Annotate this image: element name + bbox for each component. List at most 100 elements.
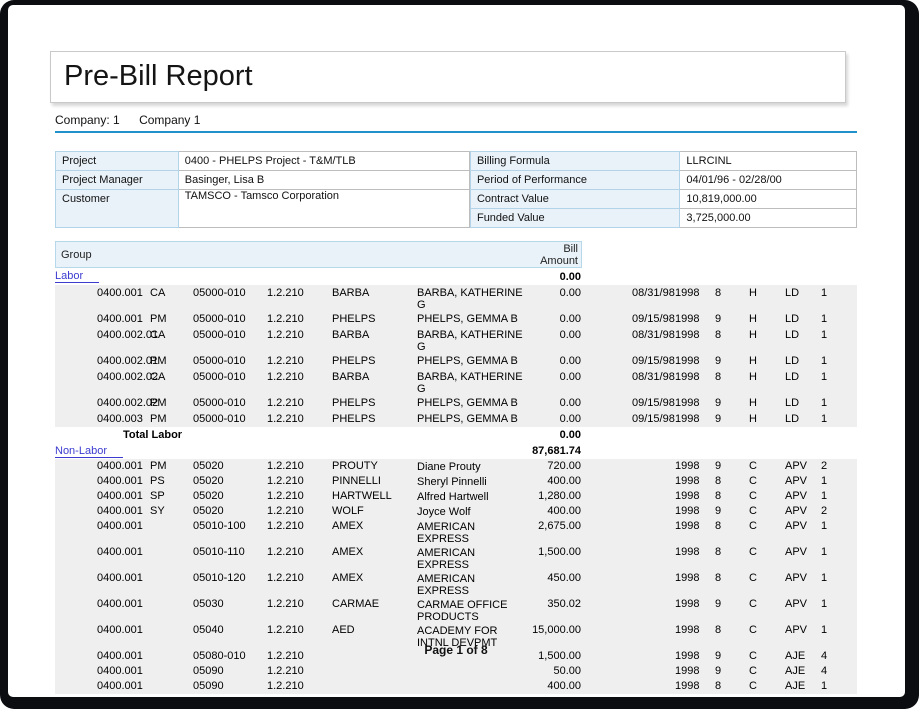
cell-vendor: HARTWELL bbox=[332, 490, 392, 502]
cell-vendor: CARMAE bbox=[332, 598, 380, 610]
cell-account: 05010-100 bbox=[193, 520, 246, 532]
cell-org: 1.2.210 bbox=[267, 598, 304, 610]
nonlabor-group-row: Non-Labor 87,681.74 bbox=[55, 443, 582, 459]
cell-code: CA bbox=[150, 287, 166, 299]
cell-org: 1.2.210 bbox=[267, 665, 304, 677]
cell-year: 1998 bbox=[675, 355, 700, 367]
cell-type: H bbox=[749, 371, 757, 383]
cell-year: 1998 bbox=[675, 371, 700, 383]
cell-vendor_name: BARBA, KATHERINE G bbox=[417, 287, 523, 311]
cell-amount: 50.00 bbox=[553, 665, 581, 677]
cell-project: 0400.001 bbox=[97, 665, 143, 677]
table-row: 0400.002.01 CA 05000-010 1.2.210 BARBA BARBA,… bbox=[55, 327, 857, 353]
cell-qty: 1 bbox=[821, 520, 828, 532]
cell-amount: 2,675.00 bbox=[538, 520, 581, 532]
cell-vendor_name bbox=[412, 679, 524, 681]
cell-account: 05000-010 bbox=[193, 371, 246, 383]
cell-org: 1.2.210 bbox=[267, 355, 304, 367]
cell-org: 1.2.210 bbox=[267, 624, 304, 636]
cell-amount: 0.00 bbox=[559, 313, 581, 325]
project-info-right-table: Billing Formula LLRCINL Period of Perfor… bbox=[469, 151, 857, 228]
table-row: 0400.002.01 PM 05000-010 1.2.210 PHELPS PHELP… bbox=[55, 353, 857, 369]
table-row: 0400.001 05040 1.2.210 AED ACADEMY FOR INTNL… bbox=[55, 623, 857, 649]
cell-source: LD bbox=[785, 355, 800, 367]
nonlabor-rows: 0400.001 PM 05020 1.2.210 PROUTY Diane Prouty… bbox=[55, 459, 857, 694]
cell-vendor_name: Sheryl Pinnelli bbox=[417, 476, 487, 488]
cell-source: APV bbox=[785, 520, 808, 532]
group-column-header: Group bbox=[61, 248, 92, 261]
labor-group-amount: 0.00 bbox=[559, 270, 581, 283]
cell-qty: 1 bbox=[821, 598, 828, 610]
cell-org: 1.2.210 bbox=[267, 520, 304, 532]
info-value: 3,725,000.00 bbox=[679, 208, 857, 228]
cell-year: 1998 bbox=[675, 313, 700, 325]
cell-account: 05040 bbox=[193, 624, 224, 636]
info-label: Customer bbox=[55, 189, 179, 228]
table-row: 0400.001 PM 05000-010 1.2.210 PHELPS PHELPS, … bbox=[55, 311, 857, 327]
cell-vendor_name: PHELPS, GEMMA B bbox=[417, 355, 518, 367]
cell-vendor_name: Joyce Wolf bbox=[417, 506, 471, 518]
cell-period: 9 bbox=[715, 598, 722, 610]
cell-vendor: BARBA bbox=[332, 329, 370, 341]
cell-org: 1.2.210 bbox=[267, 371, 304, 383]
labor-group-link[interactable]: Labor bbox=[55, 270, 100, 283]
labor-group-row: Labor 0.00 bbox=[55, 268, 582, 285]
cell-code: PM bbox=[150, 413, 167, 425]
cell-project: 0400.001 bbox=[97, 572, 143, 584]
cell-date: 09/15/98 bbox=[632, 413, 675, 425]
cell-project: 0400.001 bbox=[97, 680, 143, 692]
cell-vendor: AMEX bbox=[332, 546, 364, 558]
cell-project: 0400.001 bbox=[97, 313, 143, 325]
cell-vendor_name: Alfred Hartwell bbox=[417, 491, 489, 503]
cell-code: PM bbox=[150, 313, 167, 325]
cell-vendor: AED bbox=[332, 624, 355, 636]
cell-project: 0400.001 bbox=[97, 475, 143, 487]
table-row: 0400.001 05030 1.2.210 CARMAE CARMAE OFFICE … bbox=[55, 597, 857, 623]
cell-period: 9 bbox=[715, 460, 722, 472]
project-info: Project 0400 - PHELPS Project - T&M/TLB … bbox=[55, 151, 857, 228]
cell-vendor: AMEX bbox=[332, 572, 364, 584]
cell-date: 09/15/98 bbox=[632, 397, 675, 409]
cell-org: 1.2.210 bbox=[267, 313, 304, 325]
cell-vendor: PHELPS bbox=[332, 413, 376, 425]
cell-code: CA bbox=[150, 329, 166, 341]
cell-date: 08/31/98 bbox=[632, 287, 675, 299]
cell-year: 1998 bbox=[675, 397, 700, 409]
cell-org: 1.2.210 bbox=[267, 546, 304, 558]
nonlabor-group-link[interactable]: Non-Labor bbox=[55, 445, 123, 458]
cell-code: SP bbox=[150, 490, 165, 502]
cell-org: 1.2.210 bbox=[267, 505, 304, 517]
cell-period: 8 bbox=[715, 287, 722, 299]
table-row: 0400.001 CA 05000-010 1.2.210 BARBA BARBA, KA… bbox=[55, 285, 857, 311]
table-row: 0400.001 05080-010 1.2.210 1,500.00 1998 9 C AJ… bbox=[55, 649, 857, 664]
cell-year: 1998 bbox=[675, 505, 700, 517]
cell-qty: 1 bbox=[821, 397, 828, 409]
table-row: 0400.001 PM 05020 1.2.210 PROUTY Diane Prouty… bbox=[55, 459, 857, 474]
cell-account: 05020 bbox=[193, 490, 224, 502]
cell-account: 05020 bbox=[193, 460, 224, 472]
cell-code: PM bbox=[150, 460, 167, 472]
cell-date: 09/15/98 bbox=[632, 355, 675, 367]
table-header-row: Group Bill Amount bbox=[55, 241, 582, 268]
cell-vendor_name: PHELPS, GEMMA B bbox=[417, 313, 518, 325]
cell-amount: 0.00 bbox=[559, 329, 581, 341]
info-label: Project bbox=[55, 151, 179, 171]
cell-qty: 1 bbox=[821, 329, 828, 341]
cell-vendor: BARBA bbox=[332, 371, 370, 383]
cell-vendor_name: AMERICAN EXPRESS bbox=[417, 547, 476, 571]
cell-org: 1.2.210 bbox=[267, 490, 304, 502]
cell-source: LD bbox=[785, 413, 800, 425]
cell-year: 1998 bbox=[675, 680, 700, 692]
table-row: 0400.001 05010-110 1.2.210 AMEX AMERICAN EXP… bbox=[55, 545, 857, 571]
company-name: Company 1 bbox=[139, 113, 201, 127]
cell-amount: 0.00 bbox=[559, 371, 581, 383]
cell-year: 1998 bbox=[675, 329, 700, 341]
cell-year: 1998 bbox=[675, 546, 700, 558]
cell-vendor: PHELPS bbox=[332, 397, 376, 409]
cell-type: C bbox=[749, 520, 757, 532]
cell-source: LD bbox=[785, 329, 800, 341]
cell-period: 9 bbox=[715, 665, 722, 677]
page-title: Pre-Bill Report bbox=[64, 60, 253, 92]
cell-vendor_name: PHELPS, GEMMA B bbox=[417, 413, 518, 425]
